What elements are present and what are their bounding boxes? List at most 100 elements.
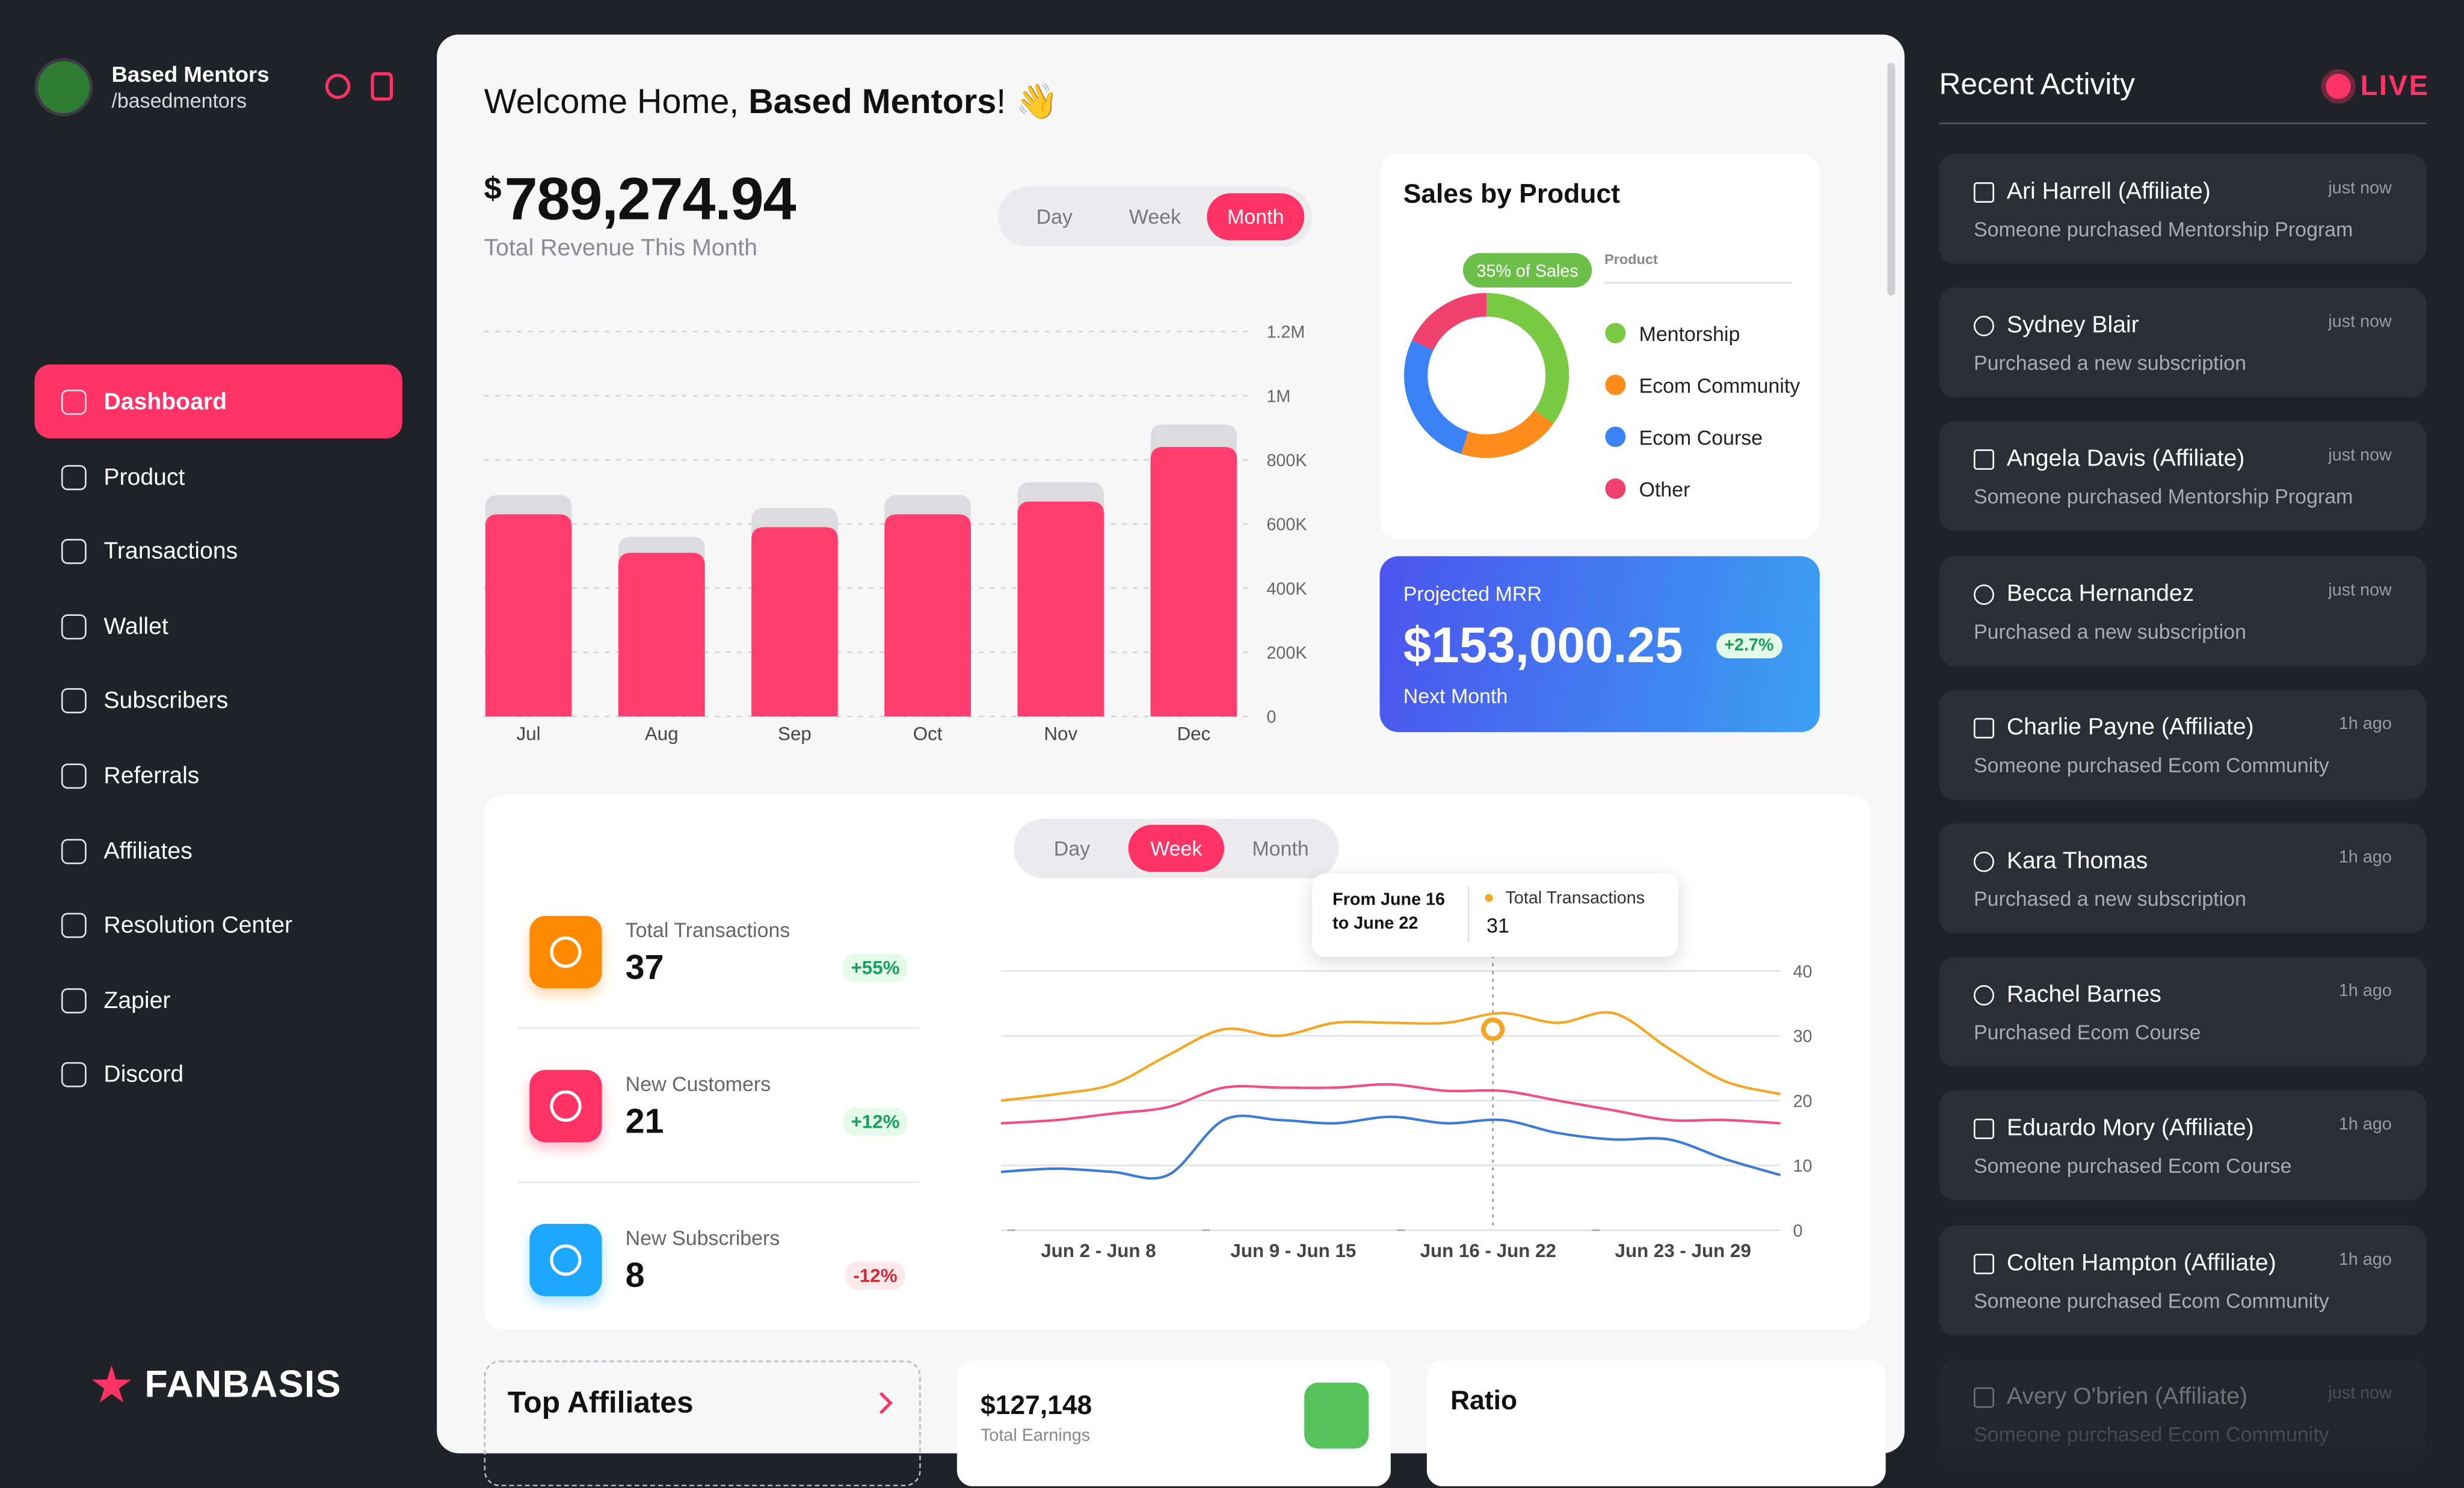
profile-handle: /basedmentors xyxy=(111,88,247,112)
donut-slice xyxy=(1486,293,1569,424)
y-tick-label: 400K xyxy=(1266,579,1307,598)
nav-item[interactable]: Wallet xyxy=(103,613,168,640)
activity-item[interactable] xyxy=(1939,153,2427,264)
item-time: just now xyxy=(2328,1383,2392,1403)
y-tick-label: 800K xyxy=(1266,451,1307,470)
legend-label: Ecom Community xyxy=(1639,375,1800,398)
nav-item[interactable]: Subscribers xyxy=(103,687,229,715)
item-text: Someone purchased Ecom Community xyxy=(1973,1288,2329,1312)
affiliates-card[interactable] xyxy=(484,1360,921,1487)
profile-name: Based Mentors xyxy=(111,61,270,87)
nav-icon xyxy=(61,988,87,1013)
bar xyxy=(751,527,838,717)
legend-dot xyxy=(1605,478,1626,499)
item-icon xyxy=(1973,1119,1994,1140)
nav-item[interactable]: Dashboard xyxy=(103,389,227,416)
item-icon xyxy=(1973,1387,1994,1408)
annotation: 35% of Sales xyxy=(1476,262,1578,281)
card-title: Sales by Product xyxy=(1403,179,1621,209)
nav-icon xyxy=(61,689,87,714)
activity-item[interactable] xyxy=(1939,555,2427,666)
tooltip-range: From June 16 xyxy=(1332,891,1446,910)
activity-item[interactable] xyxy=(1939,689,2427,800)
nav-icon xyxy=(61,763,87,789)
tooltip-label: Total Transactions xyxy=(1505,889,1645,908)
activity-item[interactable] xyxy=(1939,422,2427,532)
item-text: Purchased a new subscription xyxy=(1973,351,2247,375)
donut-slice xyxy=(1404,340,1469,454)
item-time: just now xyxy=(2328,313,2392,332)
settings-icon[interactable] xyxy=(325,73,351,99)
scrollbar xyxy=(1887,63,1896,296)
donut-slice xyxy=(1412,293,1487,351)
stat-label: New Customers xyxy=(625,1072,771,1096)
period-option[interactable]: Day xyxy=(1053,837,1091,861)
tooltip-range: to June 22 xyxy=(1332,914,1418,933)
nav-item[interactable]: Transactions xyxy=(103,538,238,565)
item-text: Someone purchased Ecom Community xyxy=(1973,753,2329,777)
item-name: Kara Thomas xyxy=(2006,847,2148,875)
nav-item[interactable]: Product xyxy=(103,463,185,491)
tooltip-value: 31 xyxy=(1486,914,1509,938)
nav-icon xyxy=(61,389,87,415)
period-active[interactable] xyxy=(1207,193,1305,241)
tooltip-sep xyxy=(1467,886,1470,943)
nav-icon xyxy=(61,539,87,565)
activity-item[interactable] xyxy=(1939,1090,2427,1201)
nav-icon xyxy=(61,464,87,490)
item-time: just now xyxy=(2328,179,2392,198)
period-option[interactable]: Week xyxy=(1129,204,1181,229)
item-name: Ari Harrell (Affiliate) xyxy=(2006,178,2211,205)
greeting-end: ! 👋 xyxy=(996,81,1059,121)
period-option[interactable]: Month xyxy=(1252,837,1309,861)
activity-item[interactable] xyxy=(1939,823,2427,933)
currency: $ xyxy=(484,172,502,207)
stat-divider xyxy=(519,1027,920,1030)
y-tick-label: 0 xyxy=(1793,1222,1803,1241)
nav-item[interactable]: Resolution Center xyxy=(103,912,293,939)
item-time: 1h ago xyxy=(2338,1250,2392,1269)
nav-icon xyxy=(61,913,87,938)
annotation-pill xyxy=(1462,253,1592,288)
stat-divider xyxy=(519,1181,920,1184)
line xyxy=(1000,1011,1781,1102)
item-time: just now xyxy=(2328,580,2392,600)
x-tick-label: Jun 9 - Jun 15 xyxy=(1230,1240,1356,1261)
x-tick-label: Jun 23 - Jun 29 xyxy=(1615,1240,1751,1261)
x-tick-label: Aug xyxy=(645,723,679,744)
stat-glyph xyxy=(550,1090,582,1122)
tooltip-dot xyxy=(1485,894,1493,902)
period-active[interactable] xyxy=(1128,825,1224,872)
activity-item[interactable] xyxy=(1939,1225,2427,1335)
x-tick-label: Oct xyxy=(913,723,943,744)
y-tick-label: 200K xyxy=(1266,644,1307,663)
activity-item[interactable] xyxy=(1939,957,2427,1068)
greeting-name: Based Mentors xyxy=(748,81,997,121)
item-name: Sydney Blair xyxy=(2006,312,2139,339)
recent-title: Recent Activity xyxy=(1939,69,2136,102)
item-text: Purchased a new subscription xyxy=(1973,887,2247,911)
item-time: 1h ago xyxy=(2338,1116,2392,1136)
nav-item[interactable]: Affiliates xyxy=(103,837,192,864)
nav-item[interactable]: Discord xyxy=(103,1062,184,1089)
period-option[interactable]: Day xyxy=(1036,204,1073,229)
period-option[interactable]: Week xyxy=(1150,837,1203,861)
active-nav[interactable] xyxy=(34,364,402,438)
nav-item[interactable]: Zapier xyxy=(103,987,171,1014)
stat-value: 8 xyxy=(625,1255,645,1295)
line xyxy=(1000,1083,1781,1125)
stat-value: 37 xyxy=(625,947,664,987)
period-option[interactable]: Month xyxy=(1227,204,1284,229)
nav-item[interactable]: Referrals xyxy=(103,763,200,790)
bar xyxy=(485,514,572,717)
greeting-text: Welcome Home, xyxy=(484,81,749,121)
activity-item[interactable] xyxy=(1939,287,2427,398)
logout-icon[interactable] xyxy=(371,72,393,101)
card-title: Top Affiliates xyxy=(507,1387,694,1421)
ratio-card xyxy=(1426,1360,1886,1487)
mrr-title: Projected MRR xyxy=(1403,582,1542,606)
stat-change: -12% xyxy=(845,1261,905,1290)
x-tick-label: Dec xyxy=(1177,723,1211,744)
earnings-label: Total Earnings xyxy=(981,1426,1091,1446)
live-label: LIVE xyxy=(2360,70,2430,102)
